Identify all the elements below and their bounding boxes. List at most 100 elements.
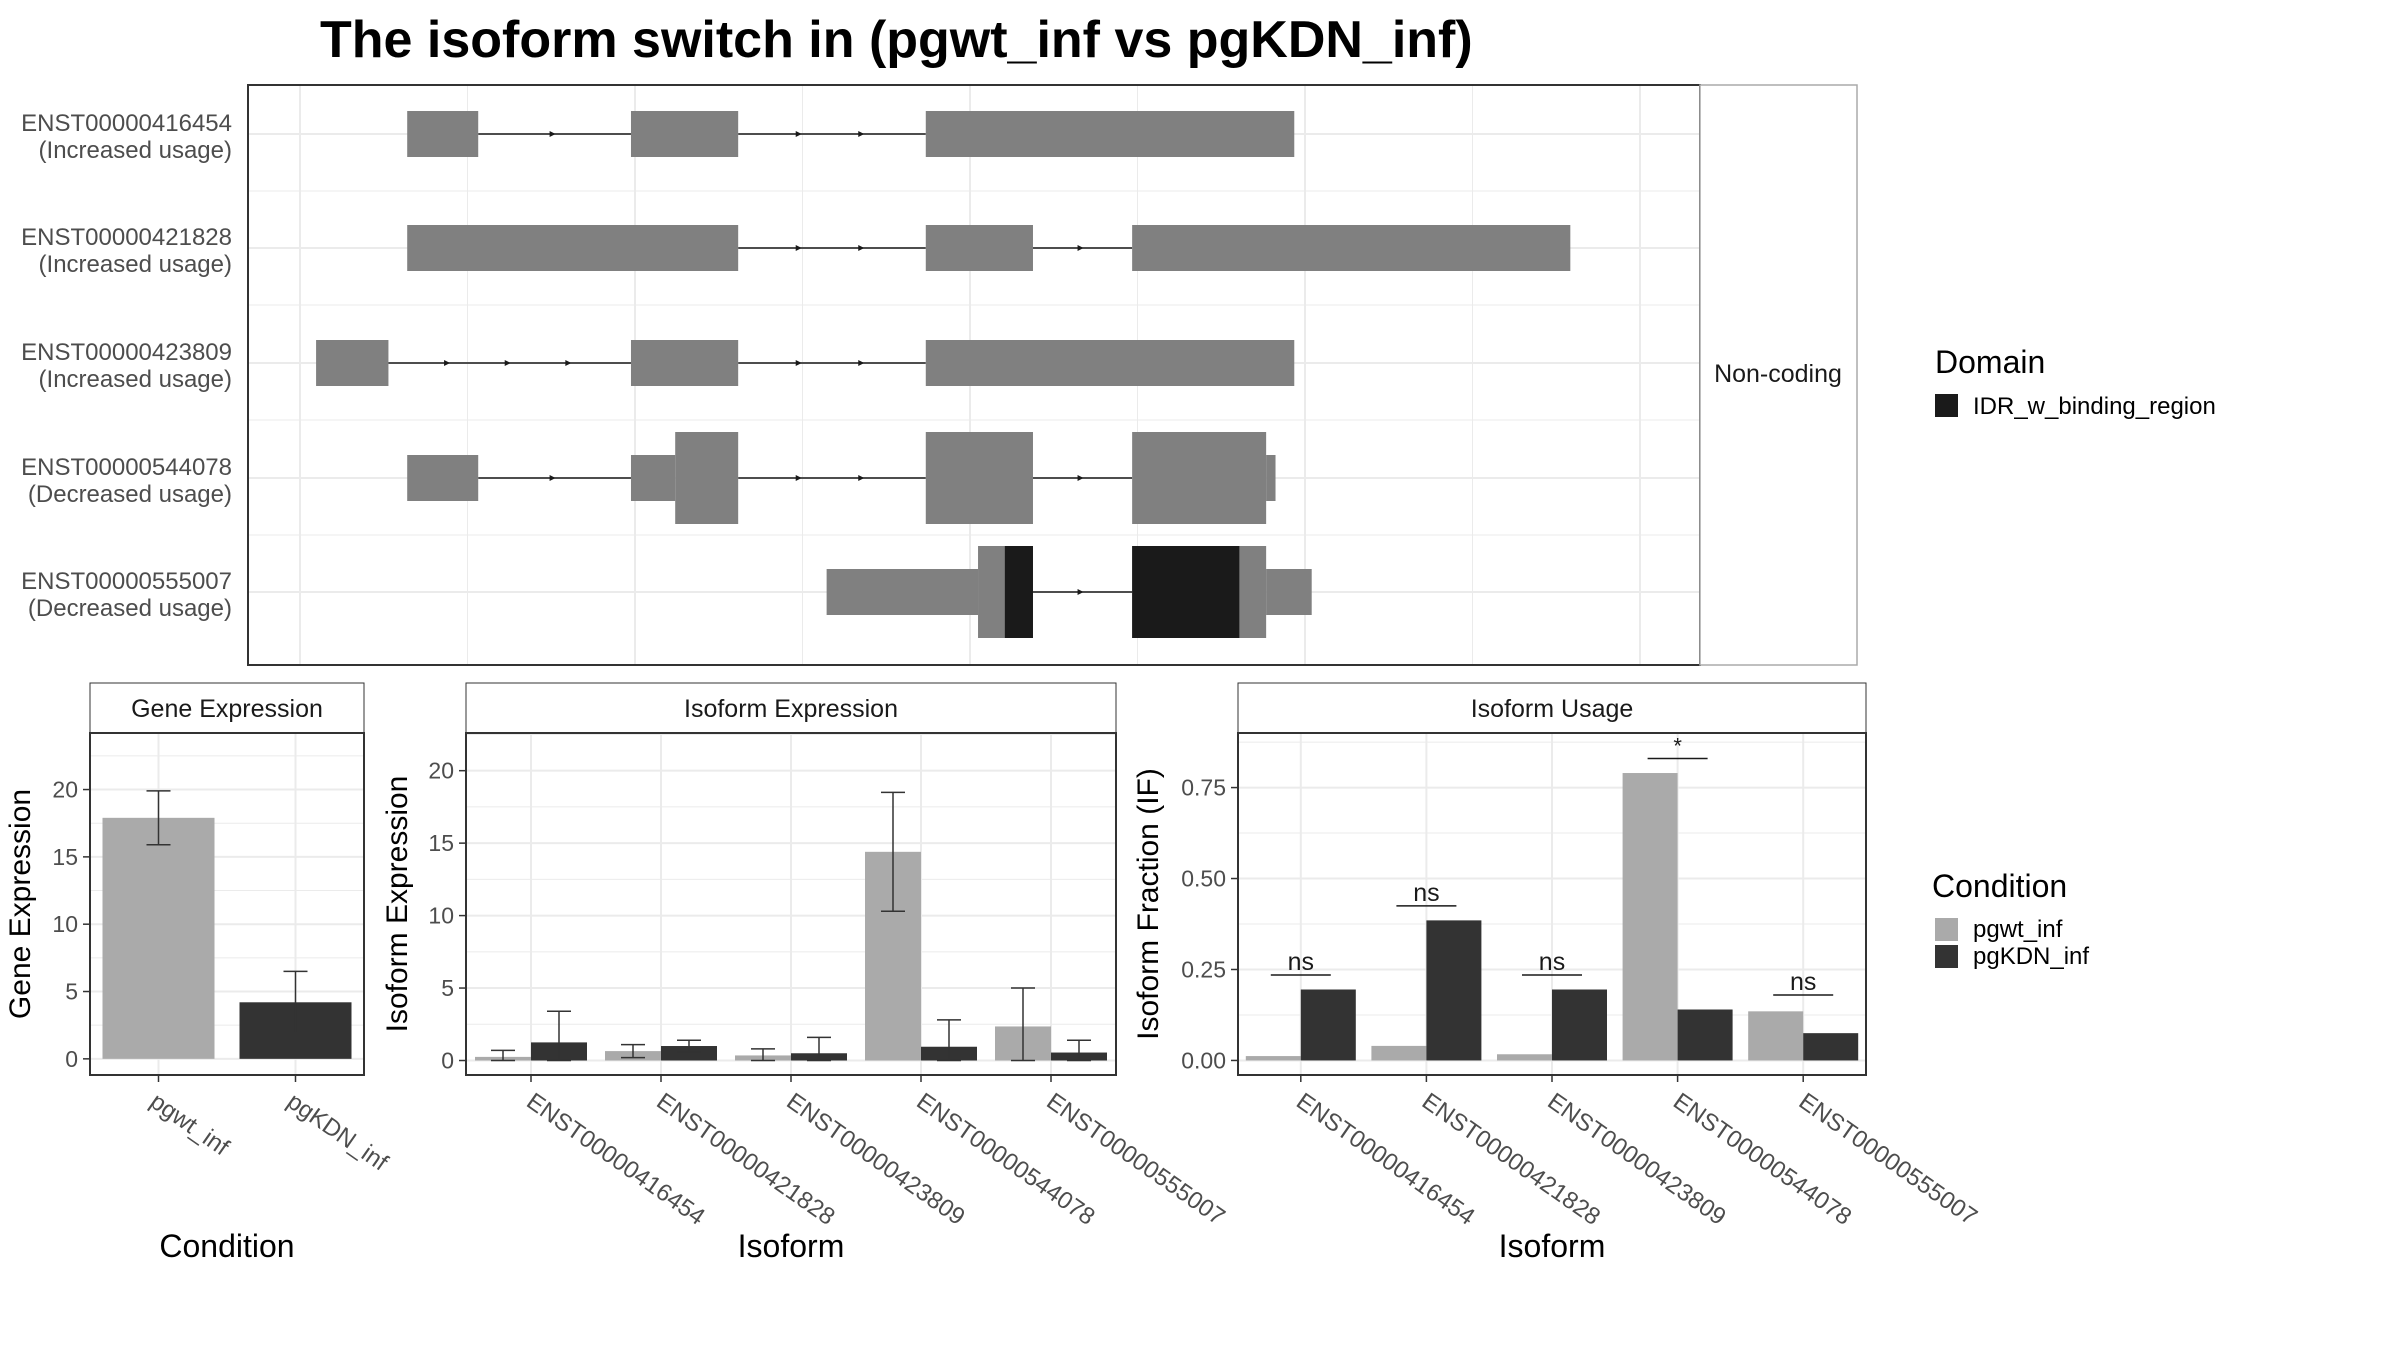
bar-pgwt_inf bbox=[1622, 773, 1678, 1061]
bar-pgwt_inf bbox=[1245, 1056, 1301, 1061]
exon-block bbox=[925, 111, 1295, 157]
domain-legend-key bbox=[1935, 394, 1958, 417]
significance-label: ns bbox=[1413, 879, 1439, 907]
intron-arrow bbox=[1077, 475, 1084, 481]
y-tick-label: 15 bbox=[428, 830, 454, 856]
y-axis-title: Isoform Fraction (IF) bbox=[1132, 768, 1165, 1040]
transcript-usage-label: (Decreased usage) bbox=[28, 595, 232, 622]
isoform-expression-chart: Isoform Expression05101520ENST0000041645… bbox=[381, 682, 1230, 1264]
transcript-usage-label: (Decreased usage) bbox=[28, 481, 232, 508]
x-axis-title: Condition bbox=[159, 1228, 294, 1264]
intron-arrow bbox=[795, 245, 802, 251]
exon-block bbox=[630, 111, 739, 157]
exon-block bbox=[925, 340, 1295, 386]
structure-strip-label: Non-coding bbox=[1714, 360, 1842, 388]
bar-pgwt_inf bbox=[1748, 1011, 1804, 1061]
exon-block bbox=[1132, 432, 1267, 524]
structure-panel: Non-coding ENST00000416454 (Increased usa… bbox=[21, 84, 1858, 666]
y-axis-title: Isoform Expression bbox=[381, 776, 414, 1033]
intron-arrow bbox=[795, 131, 802, 137]
intron-arrow bbox=[565, 360, 572, 366]
intron-arrow bbox=[549, 475, 556, 481]
significance-label: * bbox=[1673, 733, 1682, 758]
condition-legend-title: Condition bbox=[1932, 868, 2067, 904]
transcript-id-label: ENST00000544078 bbox=[21, 454, 232, 481]
intron-arrow bbox=[504, 360, 511, 366]
panel-title: Gene Expression bbox=[131, 695, 323, 723]
y-tick-label: 0.75 bbox=[1181, 775, 1226, 801]
y-tick-label: 10 bbox=[52, 911, 78, 937]
condition-legend-key-pgwt bbox=[1935, 918, 1958, 941]
y-tick-label: 0.00 bbox=[1181, 1047, 1226, 1073]
bar-pgKDN_inf bbox=[1552, 989, 1607, 1061]
exon-block bbox=[630, 340, 739, 386]
bar-pgKDN_inf bbox=[1677, 1009, 1733, 1061]
gene-expression-chart: Gene Expression 0 5 10 15 20 pgwt_inf pgKDN_inf… bbox=[4, 682, 393, 1264]
intron-arrow bbox=[1077, 589, 1084, 595]
exon-block bbox=[630, 455, 676, 501]
structure-strip bbox=[1699, 84, 1858, 666]
domain-block bbox=[1004, 546, 1033, 638]
condition-legend: Condition pgwt_inf pgKDN_inf bbox=[1932, 868, 2089, 970]
transcript-id-label: ENST00000423809 bbox=[21, 339, 232, 366]
transcript-track bbox=[826, 546, 1312, 638]
panel-strip bbox=[89, 682, 365, 734]
transcript-usage-label: (Increased usage) bbox=[39, 366, 232, 393]
exon-block bbox=[316, 340, 389, 386]
intron-arrow bbox=[858, 245, 865, 251]
condition-legend-label-pgkdn: pgKDN_inf bbox=[1973, 943, 2089, 970]
y-axis-title: Gene Expression bbox=[4, 789, 37, 1019]
intron-arrow bbox=[858, 360, 865, 366]
y-tick-label: 0.50 bbox=[1181, 866, 1226, 892]
bar-pgKDN_inf bbox=[661, 1046, 717, 1061]
panel-title: Isoform Usage bbox=[1471, 695, 1634, 723]
domain-legend: Domain IDR_w_binding_region bbox=[1935, 344, 2216, 420]
exon-block bbox=[407, 225, 739, 271]
transcript-track bbox=[407, 111, 1295, 157]
exon-block bbox=[1266, 569, 1312, 615]
y-tick-label: 0 bbox=[441, 1048, 454, 1074]
exon-block bbox=[826, 569, 979, 615]
transcript-labels: ENST00000416454(Increased usage)ENST0000… bbox=[21, 110, 232, 622]
intron-arrow bbox=[1077, 245, 1084, 251]
exon-block bbox=[1266, 455, 1276, 501]
exon-block bbox=[925, 432, 1033, 524]
transcript-id-label: ENST00000421828 bbox=[21, 224, 232, 251]
panel-strip bbox=[465, 682, 1117, 734]
bar-pgKDN_inf bbox=[1426, 920, 1482, 1061]
panel-strip bbox=[1237, 682, 1867, 734]
intron-arrow bbox=[549, 131, 556, 137]
transcript-track bbox=[316, 340, 1295, 386]
significance-label: ns bbox=[1288, 948, 1314, 976]
bar-pgwt_inf bbox=[1371, 1045, 1427, 1061]
domain-legend-title: Domain bbox=[1935, 344, 2045, 380]
intron-arrow bbox=[795, 475, 802, 481]
bar-pgwt_inf bbox=[102, 817, 215, 1059]
transcript-id-label: ENST00000555007 bbox=[21, 568, 232, 595]
exon-block bbox=[407, 455, 479, 501]
transcript-id-label: ENST00000416454 bbox=[21, 110, 232, 137]
domain-legend-label: IDR_w_binding_region bbox=[1973, 393, 2216, 420]
y-tick-label: 0.25 bbox=[1181, 956, 1226, 982]
transcript-track bbox=[407, 432, 1276, 524]
y-tick-label: 0 bbox=[65, 1046, 78, 1072]
intron-arrow bbox=[858, 475, 865, 481]
bar-pgKDN_inf bbox=[1300, 989, 1356, 1061]
intron-arrow bbox=[795, 360, 802, 366]
y-tick-label: 5 bbox=[441, 975, 454, 1001]
exon-block bbox=[675, 432, 739, 524]
bar-pgwt_inf bbox=[1497, 1054, 1552, 1061]
exon-block bbox=[1132, 225, 1571, 271]
domain-block bbox=[1132, 546, 1240, 638]
y-tick-label: 20 bbox=[428, 758, 454, 784]
y-tick-label: 10 bbox=[428, 903, 454, 929]
intron-arrow bbox=[444, 360, 451, 366]
y-tick-label: 20 bbox=[52, 777, 78, 803]
x-tick-label: pgKDN_inf bbox=[282, 1088, 393, 1177]
y-tick-label: 15 bbox=[52, 844, 78, 870]
exon-block bbox=[925, 225, 1033, 271]
panel-border bbox=[89, 732, 365, 1076]
x-axis-title: Isoform bbox=[1499, 1228, 1606, 1264]
exon-block bbox=[407, 111, 479, 157]
bar-pgKDN_inf bbox=[1803, 1033, 1859, 1061]
